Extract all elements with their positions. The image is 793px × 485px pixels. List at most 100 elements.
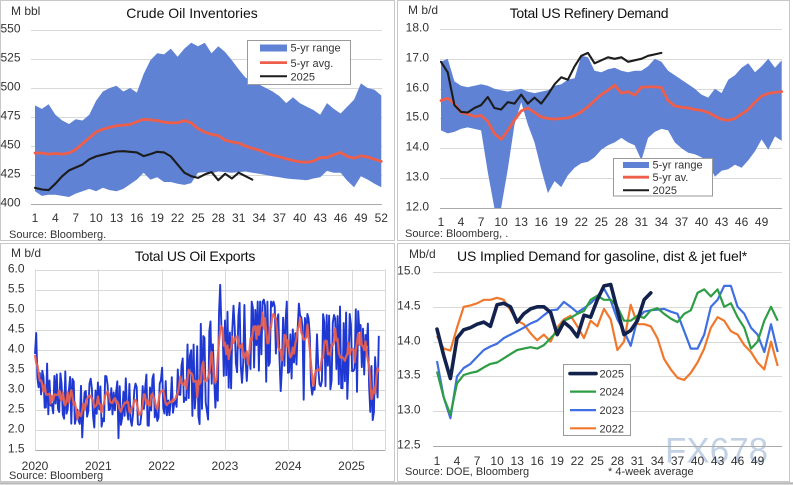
svg-text:7: 7 xyxy=(474,454,481,468)
svg-text:FX678: FX678 xyxy=(665,432,768,471)
svg-text:425: 425 xyxy=(0,167,20,181)
svg-text:14.0: 14.0 xyxy=(406,140,430,154)
svg-text:13.5: 13.5 xyxy=(397,368,421,382)
svg-text:2022: 2022 xyxy=(148,459,175,473)
svg-text:14.5: 14.5 xyxy=(397,299,421,313)
svg-text:5-yr av.: 5-yr av. xyxy=(653,172,689,184)
svg-text:3.5: 3.5 xyxy=(8,362,25,376)
svg-text:25: 25 xyxy=(591,454,605,468)
svg-text:525: 525 xyxy=(0,51,20,65)
svg-text:10: 10 xyxy=(89,211,103,225)
svg-text:12.5: 12.5 xyxy=(397,438,421,452)
svg-text:13.0: 13.0 xyxy=(397,403,421,417)
svg-text:18.0: 18.0 xyxy=(406,21,430,35)
svg-text:4.0: 4.0 xyxy=(8,342,25,356)
svg-text:2.0: 2.0 xyxy=(8,422,25,436)
svg-text:49: 49 xyxy=(751,454,765,468)
svg-text:2024: 2024 xyxy=(600,387,624,399)
svg-text:4.5: 4.5 xyxy=(8,322,25,336)
svg-text:43: 43 xyxy=(711,454,725,468)
svg-text:Source: Bloomberg, .: Source: Bloomberg, . xyxy=(405,228,508,240)
svg-text:25: 25 xyxy=(191,211,205,225)
svg-text:17.0: 17.0 xyxy=(406,51,430,65)
svg-text:43: 43 xyxy=(715,215,729,229)
svg-text:1: 1 xyxy=(434,454,441,468)
svg-text:5-yr range: 5-yr range xyxy=(291,43,341,55)
svg-text:400: 400 xyxy=(0,196,20,210)
svg-text:40: 40 xyxy=(293,211,307,225)
svg-text:16: 16 xyxy=(531,454,545,468)
svg-text:3.0: 3.0 xyxy=(8,382,25,396)
svg-text:19: 19 xyxy=(555,215,569,229)
svg-text:19: 19 xyxy=(151,211,165,225)
svg-text:4: 4 xyxy=(454,454,461,468)
svg-text:7: 7 xyxy=(72,211,79,225)
svg-text:14.0: 14.0 xyxy=(397,334,421,348)
svg-text:* 4-week average: * 4-week average xyxy=(608,466,694,478)
svg-text:22: 22 xyxy=(575,215,589,229)
svg-text:49: 49 xyxy=(354,211,368,225)
svg-text:37: 37 xyxy=(273,211,287,225)
svg-text:22: 22 xyxy=(571,454,585,468)
svg-text:1: 1 xyxy=(438,215,445,229)
svg-text:46: 46 xyxy=(334,211,348,225)
svg-text:22: 22 xyxy=(171,211,185,225)
svg-text:13: 13 xyxy=(110,211,124,225)
svg-text:500: 500 xyxy=(0,80,20,94)
svg-text:13: 13 xyxy=(515,215,529,229)
svg-text:40: 40 xyxy=(691,454,705,468)
svg-text:16.0: 16.0 xyxy=(406,81,430,95)
svg-text:16: 16 xyxy=(535,215,549,229)
svg-text:43: 43 xyxy=(314,211,328,225)
svg-text:Mb/d: Mb/d xyxy=(409,247,436,261)
svg-text:2025: 2025 xyxy=(338,459,365,473)
svg-text:12.0: 12.0 xyxy=(406,200,430,214)
svg-text:M b/d: M b/d xyxy=(408,3,438,17)
svg-text:5.0: 5.0 xyxy=(8,302,25,316)
svg-text:Source: DOE, Bloomberg: Source: DOE, Bloomberg xyxy=(405,466,529,478)
svg-text:34: 34 xyxy=(252,211,266,225)
svg-text:M bbl: M bbl xyxy=(11,4,40,18)
svg-text:46: 46 xyxy=(735,215,749,229)
svg-text:2021: 2021 xyxy=(85,459,112,473)
svg-text:4: 4 xyxy=(458,215,465,229)
svg-text:Source: Bloomberg: Source: Bloomberg xyxy=(9,470,103,482)
svg-text:28: 28 xyxy=(615,215,629,229)
svg-text:1: 1 xyxy=(32,211,39,225)
svg-text:34: 34 xyxy=(655,215,669,229)
svg-text:19: 19 xyxy=(551,454,565,468)
svg-text:5-yr range: 5-yr range xyxy=(653,160,703,172)
svg-text:2023: 2023 xyxy=(600,405,624,417)
svg-text:Total US Oil Exports: Total US Oil Exports xyxy=(135,248,256,264)
svg-text:Crude Oil Inventories: Crude Oil Inventories xyxy=(126,5,258,21)
svg-text:28: 28 xyxy=(611,454,625,468)
svg-text:1.5: 1.5 xyxy=(8,442,25,456)
svg-text:7: 7 xyxy=(478,215,485,229)
svg-text:40: 40 xyxy=(695,215,709,229)
svg-text:2025: 2025 xyxy=(653,185,677,197)
svg-text:52: 52 xyxy=(375,211,389,225)
svg-text:28: 28 xyxy=(212,211,226,225)
svg-text:31: 31 xyxy=(635,215,649,229)
svg-text:2022: 2022 xyxy=(600,423,624,435)
svg-text:49: 49 xyxy=(755,215,769,229)
svg-text:Source: Bloomberg.: Source: Bloomberg. xyxy=(9,229,106,241)
svg-text:15.0: 15.0 xyxy=(406,110,430,124)
svg-text:46: 46 xyxy=(731,454,745,468)
svg-text:31: 31 xyxy=(232,211,246,225)
svg-text:475: 475 xyxy=(0,109,20,123)
svg-text:2020: 2020 xyxy=(22,459,49,473)
svg-text:31: 31 xyxy=(631,454,645,468)
svg-text:2025: 2025 xyxy=(291,72,315,84)
svg-text:550: 550 xyxy=(0,22,20,36)
svg-text:37: 37 xyxy=(675,215,689,229)
svg-text:25: 25 xyxy=(595,215,609,229)
svg-text:6.0: 6.0 xyxy=(8,262,25,276)
svg-text:10: 10 xyxy=(494,215,508,229)
svg-text:2023: 2023 xyxy=(212,459,239,473)
svg-text:13.0: 13.0 xyxy=(406,170,430,184)
svg-text:5-yr avg.: 5-yr avg. xyxy=(291,58,334,70)
svg-text:15.0: 15.0 xyxy=(397,264,421,278)
svg-text:450: 450 xyxy=(0,138,20,152)
svg-text:4: 4 xyxy=(52,211,59,225)
